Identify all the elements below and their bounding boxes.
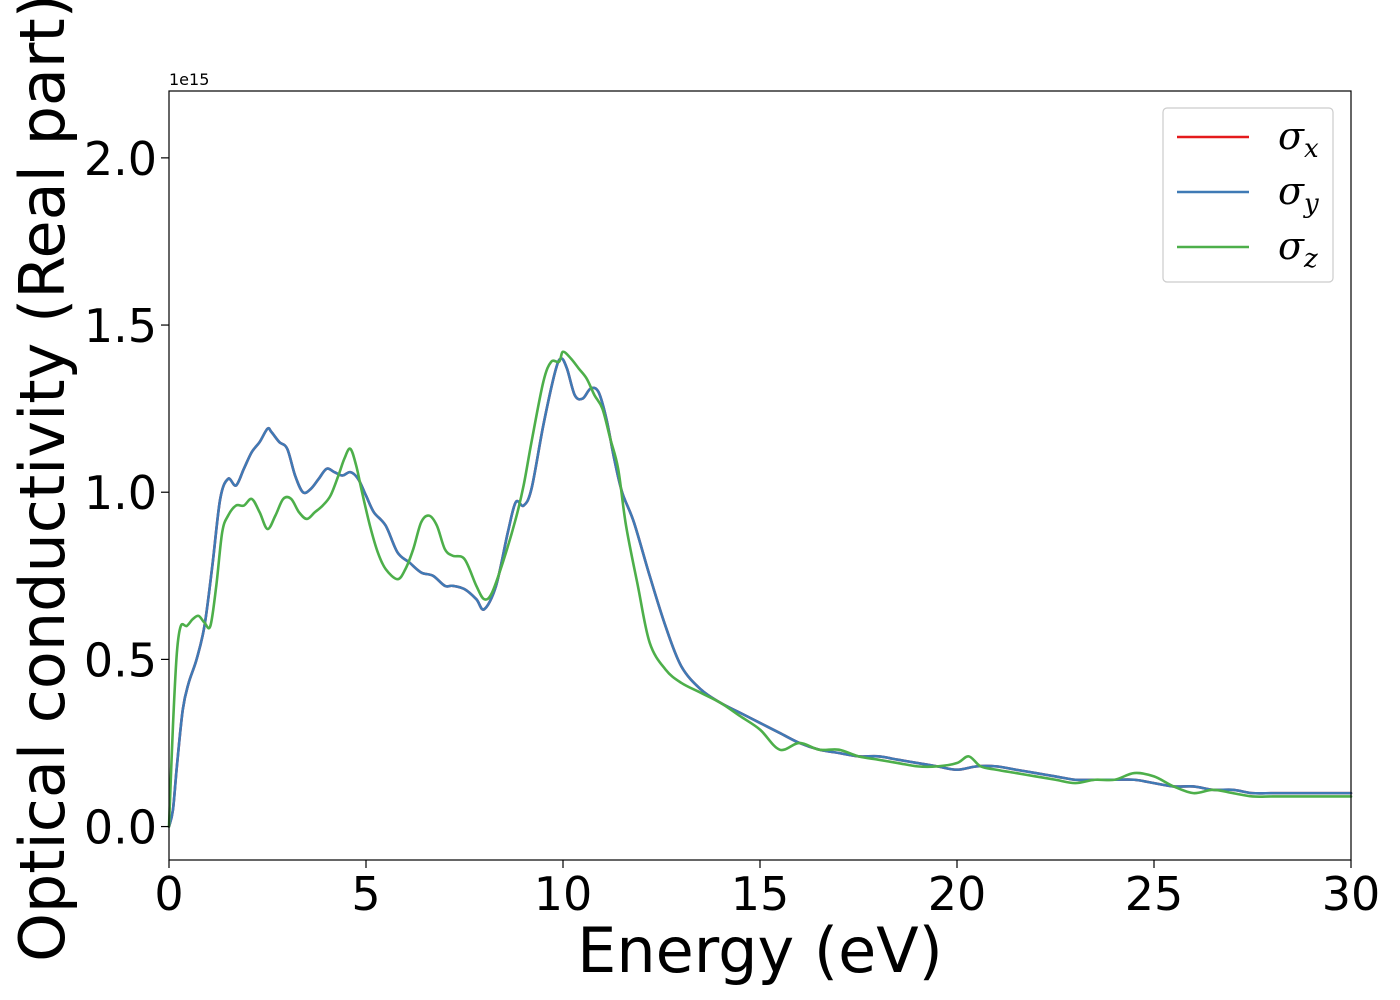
x-ticks: 0 5 10 15 20 25 30 (154, 860, 1380, 921)
y-tick-label: 1.0 (84, 466, 157, 520)
y-ticks: 0.0 0.5 1.0 1.5 2.0 (84, 132, 169, 855)
y-tick-label: 0.5 (84, 633, 157, 687)
y-tick-label: 0.0 (84, 801, 157, 855)
series-line-z (167, 350, 1353, 828)
x-tick-label: 10 (534, 867, 593, 921)
y-tick-label: 1.5 (84, 299, 157, 353)
x-tick-label: 0 (154, 867, 183, 921)
x-axis-label: Energy (eV) (577, 914, 943, 987)
y-axis-label: Optical conductivity (Real part) (6, 0, 79, 962)
plot-background (169, 91, 1351, 860)
legend-box (1162, 107, 1334, 283)
y-tick-label: 2.0 (84, 132, 157, 186)
x-tick-label: 5 (351, 867, 380, 921)
y-offset-label: 1e15 (169, 70, 209, 89)
x-tick-label: 15 (731, 867, 790, 921)
x-tick-label: 20 (928, 867, 987, 921)
x-tick-label: 30 (1322, 867, 1381, 921)
x-tick-label: 25 (1125, 867, 1184, 921)
series-layer (167, 350, 1353, 828)
